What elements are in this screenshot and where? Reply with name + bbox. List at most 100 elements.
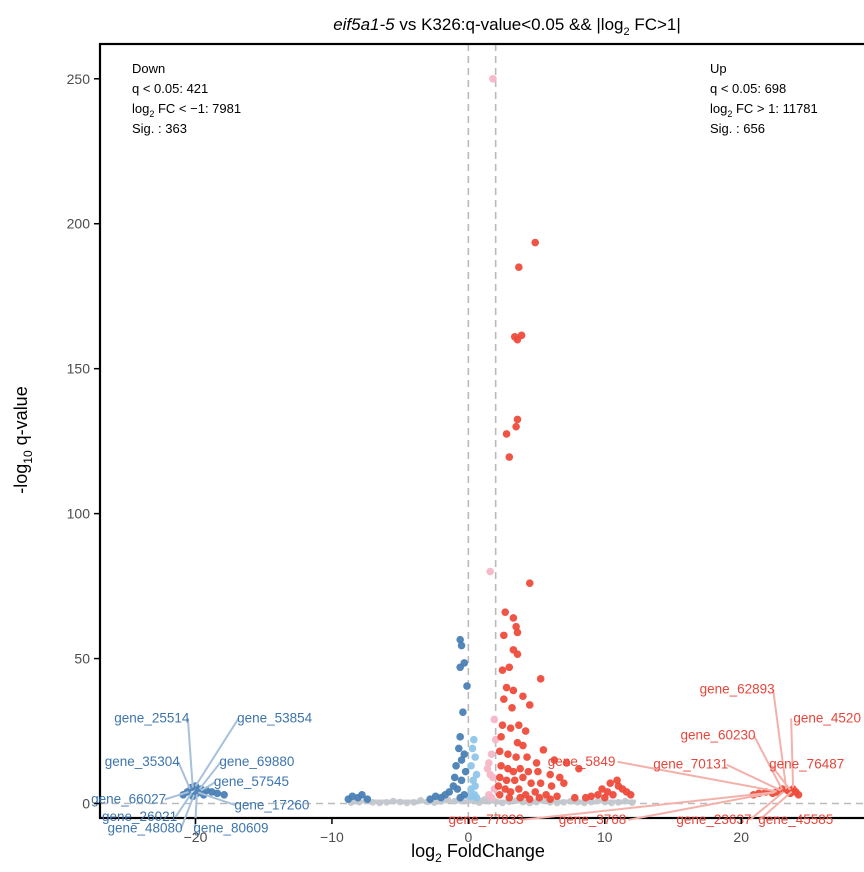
data-point-down bbox=[450, 773, 459, 782]
label-leader-line bbox=[769, 764, 792, 791]
data-point-up bbox=[495, 747, 504, 756]
data-point-down bbox=[461, 767, 470, 776]
data-point-up bbox=[506, 788, 515, 796]
gene-label: gene_66027 bbox=[91, 792, 166, 807]
data-point-down bbox=[459, 708, 467, 716]
data-point-ns bbox=[369, 798, 377, 806]
label-leader-line bbox=[617, 760, 777, 793]
data-point-up bbox=[562, 759, 571, 767]
label-leader-line bbox=[521, 791, 773, 821]
data-point-up bbox=[519, 741, 527, 750]
gene-label: gene_80609 bbox=[193, 820, 268, 835]
data-point-up-light bbox=[487, 750, 496, 759]
data-point-down bbox=[452, 762, 460, 770]
data-point-down bbox=[463, 682, 471, 690]
gene-label: gene_57545 bbox=[214, 774, 289, 789]
data-point-down bbox=[220, 791, 228, 799]
data-point-up bbox=[512, 422, 520, 431]
data-point-up bbox=[532, 759, 541, 767]
data-point-ns bbox=[410, 798, 418, 806]
data-point-up bbox=[498, 721, 507, 730]
y-tick-label: 200 bbox=[67, 216, 91, 232]
data-point-up bbox=[606, 779, 615, 788]
label-leader-line bbox=[772, 689, 788, 790]
data-point-down bbox=[453, 785, 462, 793]
data-point-up bbox=[495, 791, 504, 799]
data-point-up bbox=[570, 793, 579, 802]
x-tick-label: −20 bbox=[184, 829, 208, 845]
y-tick-label: 50 bbox=[74, 651, 90, 667]
up-title: Up bbox=[710, 61, 727, 76]
data-point-up bbox=[534, 767, 542, 776]
x-axis-title: log2 FoldChange bbox=[411, 841, 545, 865]
data-point-up-light bbox=[489, 74, 497, 83]
data-point-up-light bbox=[485, 759, 493, 767]
data-point-up bbox=[515, 721, 523, 730]
data-point-down bbox=[456, 793, 464, 802]
data-point-up bbox=[594, 791, 602, 799]
down-sig-count: Sig. : 363 bbox=[132, 121, 187, 136]
data-point-up bbox=[539, 746, 548, 754]
data-point-up bbox=[512, 622, 520, 631]
chart-title: eif5a1-5 vs K326:q-value<0.05 && |log2 F… bbox=[333, 15, 681, 38]
down-fc-count: log2 FC < −1: 7981 bbox=[132, 101, 241, 119]
data-point-ns bbox=[608, 799, 616, 807]
gene-label: gene_5849 bbox=[548, 754, 616, 769]
data-point-down-light bbox=[471, 753, 479, 761]
gene-label: gene_70131 bbox=[653, 757, 728, 772]
data-point-up bbox=[531, 788, 540, 796]
gene-label: gene_77833 bbox=[449, 812, 524, 827]
data-point-ns bbox=[615, 798, 622, 806]
data-point-up bbox=[546, 770, 555, 779]
label-leader-line bbox=[749, 791, 785, 821]
data-point-up bbox=[525, 795, 534, 803]
gene-label: gene_62893 bbox=[700, 681, 775, 696]
data-point-up bbox=[502, 683, 511, 692]
data-point-up bbox=[531, 238, 540, 247]
data-point-up bbox=[536, 779, 545, 788]
data-point-down bbox=[457, 641, 466, 650]
data-point-down bbox=[455, 744, 463, 753]
label-leader-line bbox=[174, 792, 193, 818]
gene-label: gene_53854 bbox=[237, 710, 313, 725]
data-point-ns bbox=[451, 797, 459, 805]
label-leader-line bbox=[628, 791, 776, 821]
data-point-down bbox=[460, 750, 469, 759]
data-point-up bbox=[521, 727, 530, 735]
data-point-up-light bbox=[490, 715, 499, 724]
up-summary: Up q < 0.05: 698 log2 FC > 1: 11781 Sig.… bbox=[710, 61, 818, 136]
data-point-down bbox=[426, 795, 434, 803]
gene-label: gene_17260 bbox=[234, 797, 309, 812]
data-point-ns bbox=[621, 797, 629, 805]
data-point-down-light bbox=[472, 793, 481, 802]
data-point-up-light bbox=[486, 567, 494, 576]
down-title: Down bbox=[132, 61, 165, 76]
data-point-up bbox=[495, 773, 504, 782]
data-point-down bbox=[213, 789, 222, 798]
y-tick-label: 100 bbox=[67, 506, 91, 522]
label-leader-line bbox=[194, 717, 240, 787]
label-leader-line bbox=[177, 761, 191, 790]
data-point-down-light bbox=[466, 792, 475, 801]
data-point-up bbox=[525, 579, 534, 587]
data-point-ns bbox=[587, 798, 595, 806]
data-point-up bbox=[512, 753, 520, 761]
data-point-up bbox=[581, 793, 590, 802]
data-point-up bbox=[527, 779, 535, 788]
gene-label: gene_26021 bbox=[102, 809, 177, 824]
data-point-up bbox=[497, 733, 505, 741]
data-point-up bbox=[510, 776, 519, 785]
data-point-down bbox=[457, 756, 466, 764]
data-point-up bbox=[501, 608, 509, 616]
gene-labels: gene_25514 gene_53854 gene_35304 gene_69880… bbox=[91, 681, 861, 835]
data-point-up bbox=[519, 773, 527, 782]
data-point-up bbox=[523, 753, 531, 761]
data-point-down bbox=[363, 795, 372, 803]
data-point-up bbox=[506, 724, 515, 732]
data-point-up bbox=[502, 776, 511, 785]
gene-label: gene_4520 bbox=[793, 710, 861, 725]
data-point-up bbox=[550, 756, 559, 764]
data-point-up bbox=[555, 773, 564, 782]
gene-label: gene_35304 bbox=[105, 754, 181, 769]
up-fc-count: log2 FC > 1: 11781 bbox=[710, 101, 818, 119]
